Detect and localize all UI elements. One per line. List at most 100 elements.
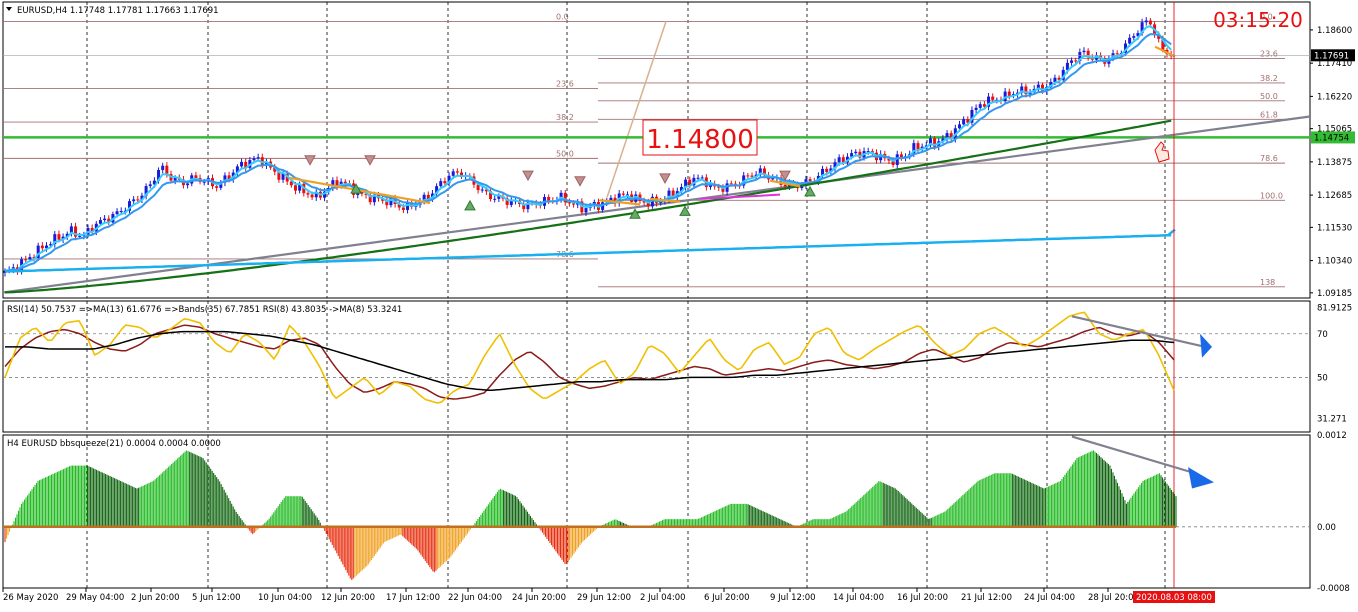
y-tick-label: 70 — [1317, 330, 1328, 340]
line-price-tag — [1311, 131, 1355, 144]
fibo-label: 78.6 — [1260, 154, 1278, 163]
x-tick-label: 26 May 2020 — [3, 593, 58, 603]
candle-bar — [1078, 48, 1082, 65]
candle-bar — [489, 187, 493, 202]
candle-bar — [132, 196, 136, 205]
signal-segment — [599, 199, 641, 206]
x-tick-label: 28 Jul 20:00 — [1088, 593, 1139, 603]
x-tick-label: 5 Jun 12:00 — [192, 593, 241, 603]
candle-bar — [385, 197, 389, 209]
x-tick-label: 24 Jun 20:00 — [512, 593, 566, 603]
x-tick-label: 29 May 04:00 — [66, 593, 124, 603]
line-price-label: 1.14754 — [1314, 133, 1349, 143]
signal-segment — [1154, 45, 1176, 58]
signal-arrow-icon — [629, 208, 641, 219]
candle-bar — [435, 183, 439, 198]
x-tick-label: 21 Jul 12:00 — [961, 593, 1012, 603]
candle-bar — [161, 162, 165, 174]
candle-bar — [1082, 47, 1086, 55]
candle-bar — [725, 179, 729, 196]
candle-bar — [1144, 17, 1148, 26]
candle-bar — [563, 189, 567, 206]
fibo-label: 100.0 — [1260, 191, 1283, 200]
candle-bar — [758, 165, 762, 178]
rsi-series-line — [5, 330, 1175, 392]
y-tick-label: 1.12685 — [1317, 191, 1352, 201]
signal-arrow-icon — [659, 173, 671, 184]
x-tick-label: 9 Jul 12:00 — [770, 593, 816, 603]
y-tick-label: -0.0008 — [1317, 584, 1350, 594]
y-tick-label: 50 — [1317, 373, 1328, 383]
signal-arrow-icon — [350, 183, 362, 194]
signal-segment — [699, 193, 781, 200]
signal-arrow-icon — [464, 199, 476, 211]
signal-arrow-icon — [522, 170, 534, 182]
candle-bar — [24, 255, 28, 264]
candle-bar — [480, 186, 484, 193]
candle-bar — [447, 172, 451, 187]
y-tick-label: 1.18600 — [1317, 26, 1352, 36]
rsi-title: RSI(14) 50.7537 =>MA(13) 61.6776 =>Bands… — [7, 305, 402, 315]
x-tick-label: 10 Jun 04:00 — [258, 593, 312, 603]
x-tick-label: 16 Jul 20:00 — [897, 593, 948, 603]
last-price-tag — [1311, 49, 1355, 62]
candle-bar — [397, 200, 401, 211]
signal-arrow-icon — [779, 170, 791, 182]
candle-bar — [613, 194, 617, 207]
candle-bar — [53, 231, 57, 248]
y-tick-label: 1.11530 — [1317, 223, 1352, 233]
squeeze-title: H4 EURUSD bbsqueeze(21) 0.0004 0.0004 0.… — [7, 439, 221, 449]
squeeze-trendline — [1071, 435, 1196, 475]
candle-bar — [1061, 66, 1065, 83]
x-tick-label: 22 Jun 04:00 — [448, 593, 502, 603]
signal-arrow-icon — [574, 176, 586, 187]
candle-bar — [244, 158, 248, 172]
fibo-label: 0.0 — [556, 13, 569, 22]
candle-bar — [314, 189, 318, 201]
candle-bar — [1020, 82, 1024, 96]
signal-arrow-icon — [804, 185, 816, 197]
candle-bar — [895, 150, 899, 169]
rsi-trendline — [1071, 315, 1206, 348]
current-time-label: 2020.08.03 08:00 — [1136, 593, 1212, 603]
ma-mid-line — [4, 33, 1172, 272]
signal-segment — [649, 197, 681, 203]
y-tick-label: 31.271 — [1317, 414, 1347, 424]
candle-bar — [829, 165, 833, 175]
signal-arrow-icon — [679, 205, 691, 216]
candle-bar — [493, 195, 497, 203]
candle-bar — [692, 174, 696, 189]
fibo-label: 138 — [1260, 278, 1275, 287]
x-tick-label: 6 Jul 20:00 — [704, 593, 750, 603]
fibo-label: 61.8 — [1260, 110, 1278, 119]
y-tick-label: 1.17410 — [1317, 59, 1352, 69]
candle-bar — [970, 106, 974, 126]
candle-bar — [684, 177, 688, 191]
fibo-label: 23.6 — [556, 80, 574, 89]
candle-bar — [1132, 33, 1136, 41]
fibo-label: 23.6 — [1260, 49, 1278, 58]
price-box — [642, 119, 758, 156]
rsi-series-line — [4, 311, 1175, 404]
y-tick-label: 1.10340 — [1317, 257, 1352, 267]
candle-bar — [240, 158, 244, 170]
fibo-label: 0.0 — [1260, 13, 1273, 22]
signal-segment — [769, 179, 801, 188]
candle-bar — [74, 222, 78, 241]
y-tick-label: 0.0012 — [1317, 431, 1347, 441]
y-tick-label: 1.13875 — [1317, 158, 1352, 168]
candle-bar — [626, 191, 629, 199]
fibo-label: 50.0 — [1260, 92, 1278, 101]
fibo-anchor-line — [606, 21, 667, 198]
candle-bar — [148, 180, 152, 189]
candle-bar — [505, 194, 509, 209]
candle-bar — [924, 141, 928, 151]
candle-bar — [833, 158, 837, 172]
arrow-right-icon — [1200, 333, 1212, 358]
candle-bar — [1003, 87, 1007, 105]
candle-bar — [987, 92, 991, 111]
candle-bar — [899, 151, 903, 161]
x-tick-label: 2 Jun 20:00 — [131, 593, 180, 603]
